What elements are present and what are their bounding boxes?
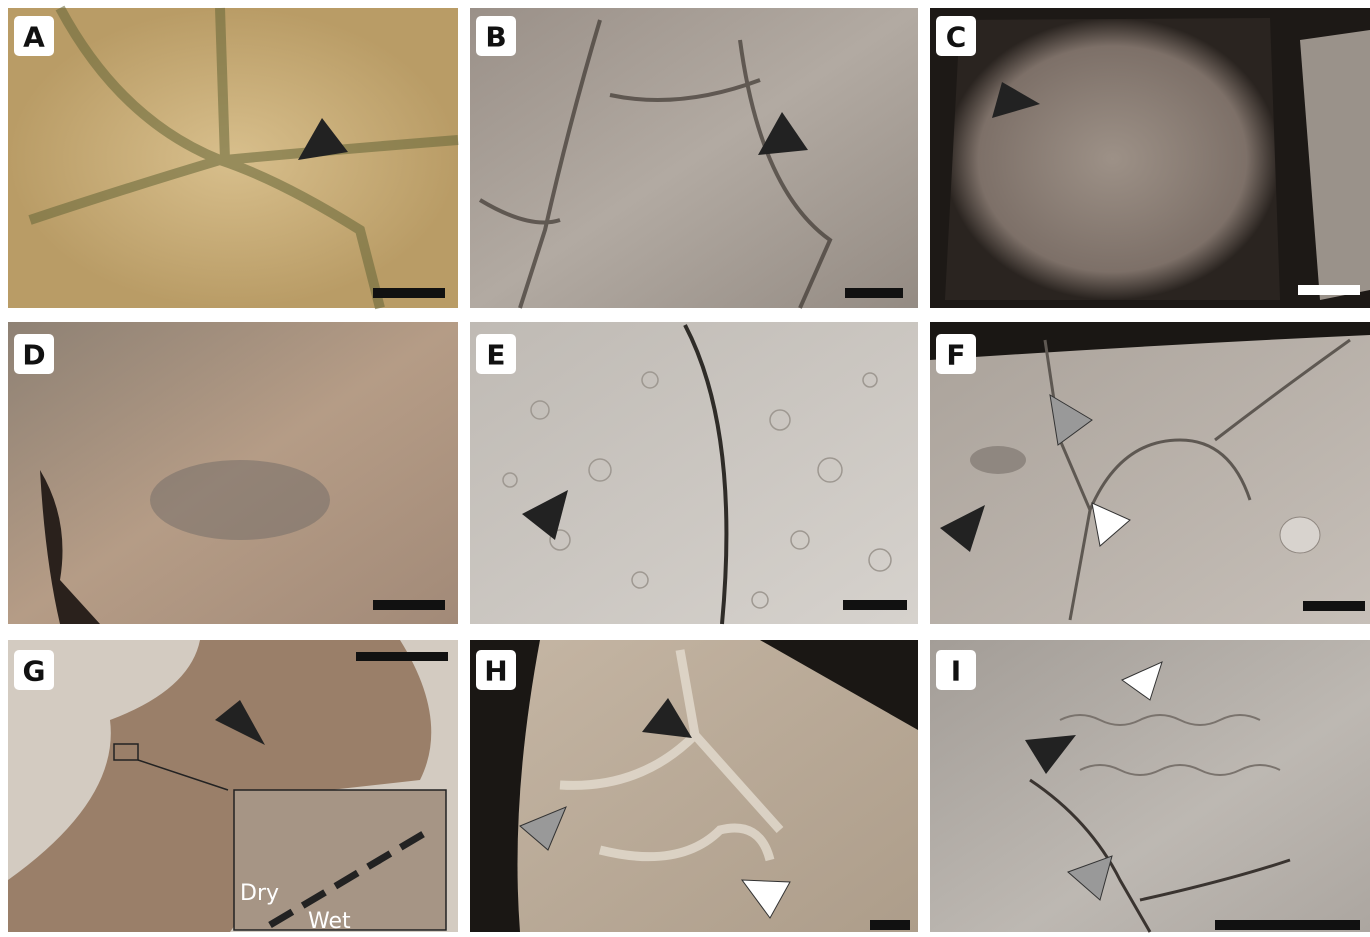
pit: [1279, 516, 1321, 554]
arrowhead: [740, 879, 791, 919]
panel-label: E: [486, 339, 505, 372]
arrowhead: [215, 700, 265, 745]
scale-bar: [843, 600, 907, 610]
arrowhead: [522, 490, 568, 540]
wet-label: Wet: [308, 909, 351, 934]
panel-labels: A B C D E F G H I: [14, 16, 976, 690]
panel-label: D: [22, 339, 45, 372]
scale-bar: [1215, 920, 1360, 930]
scale-bar: [870, 920, 910, 930]
dry-wet-boundary: [268, 826, 432, 929]
panel-c: [930, 8, 1370, 308]
dry-label: Dry: [240, 881, 279, 906]
photo: [470, 322, 918, 624]
panel-label: G: [23, 655, 46, 688]
crack: [478, 19, 833, 309]
arrowhead: [1049, 394, 1093, 446]
scale-bar: [373, 600, 445, 610]
background: [930, 322, 1370, 360]
pit: [970, 446, 1026, 474]
photo: [470, 8, 918, 308]
crack: [1043, 338, 1351, 621]
panel-f: [930, 322, 1370, 624]
mud-slab: [945, 18, 1280, 300]
crack: [1029, 778, 1291, 933]
label-box: [936, 16, 976, 56]
texture: [150, 460, 330, 540]
label-box: [14, 16, 54, 56]
panel-label: A: [23, 21, 45, 54]
arrowhead: [992, 82, 1040, 118]
inset-marker: [113, 743, 139, 761]
panel-b: [470, 8, 918, 309]
scale-bar: [1303, 601, 1365, 611]
panel-h: [470, 640, 918, 932]
panel-label: C: [946, 21, 967, 54]
arrowhead: [758, 112, 808, 155]
panel-label: I: [951, 655, 961, 688]
arrowhead: [1091, 502, 1131, 547]
panel-e: [470, 322, 918, 625]
arrowhead: [1025, 735, 1076, 774]
crack: [28, 5, 459, 310]
panel-label: H: [484, 655, 507, 688]
inset-photo: [233, 789, 447, 931]
panel-i: [930, 640, 1370, 933]
raindrop-imprints: [502, 371, 892, 609]
scale-bar: [373, 288, 445, 298]
label-box: [14, 650, 54, 690]
label-box: [936, 650, 976, 690]
shadow: [40, 470, 100, 624]
scale-bar: [1298, 285, 1360, 295]
wet-area: [8, 640, 432, 932]
scale-bar: [845, 288, 903, 298]
panel-g: Dry Wet: [8, 640, 458, 934]
arrowhead: [519, 806, 567, 851]
inset-pointer: [137, 759, 229, 791]
label-box: [936, 334, 976, 374]
arrowhead: [642, 698, 692, 738]
panel-label: B: [485, 21, 506, 54]
arrowhead: [298, 118, 348, 160]
arrowhead: [1067, 855, 1113, 901]
wrinkle: [1059, 714, 1281, 776]
panel-d: [8, 322, 458, 624]
crack: [683, 324, 729, 625]
label-box: [14, 334, 54, 374]
label-box: [476, 334, 516, 374]
mud-slab: [517, 640, 918, 932]
panel-label: F: [946, 339, 965, 372]
scale-bar: [356, 652, 448, 661]
panel-a: [8, 5, 459, 310]
label-box: [476, 650, 516, 690]
arrowhead: [940, 505, 985, 552]
label-box: [476, 16, 516, 56]
arrowhead: [1121, 661, 1163, 701]
mud-slab: [1300, 30, 1370, 300]
ridge: [559, 649, 784, 862]
